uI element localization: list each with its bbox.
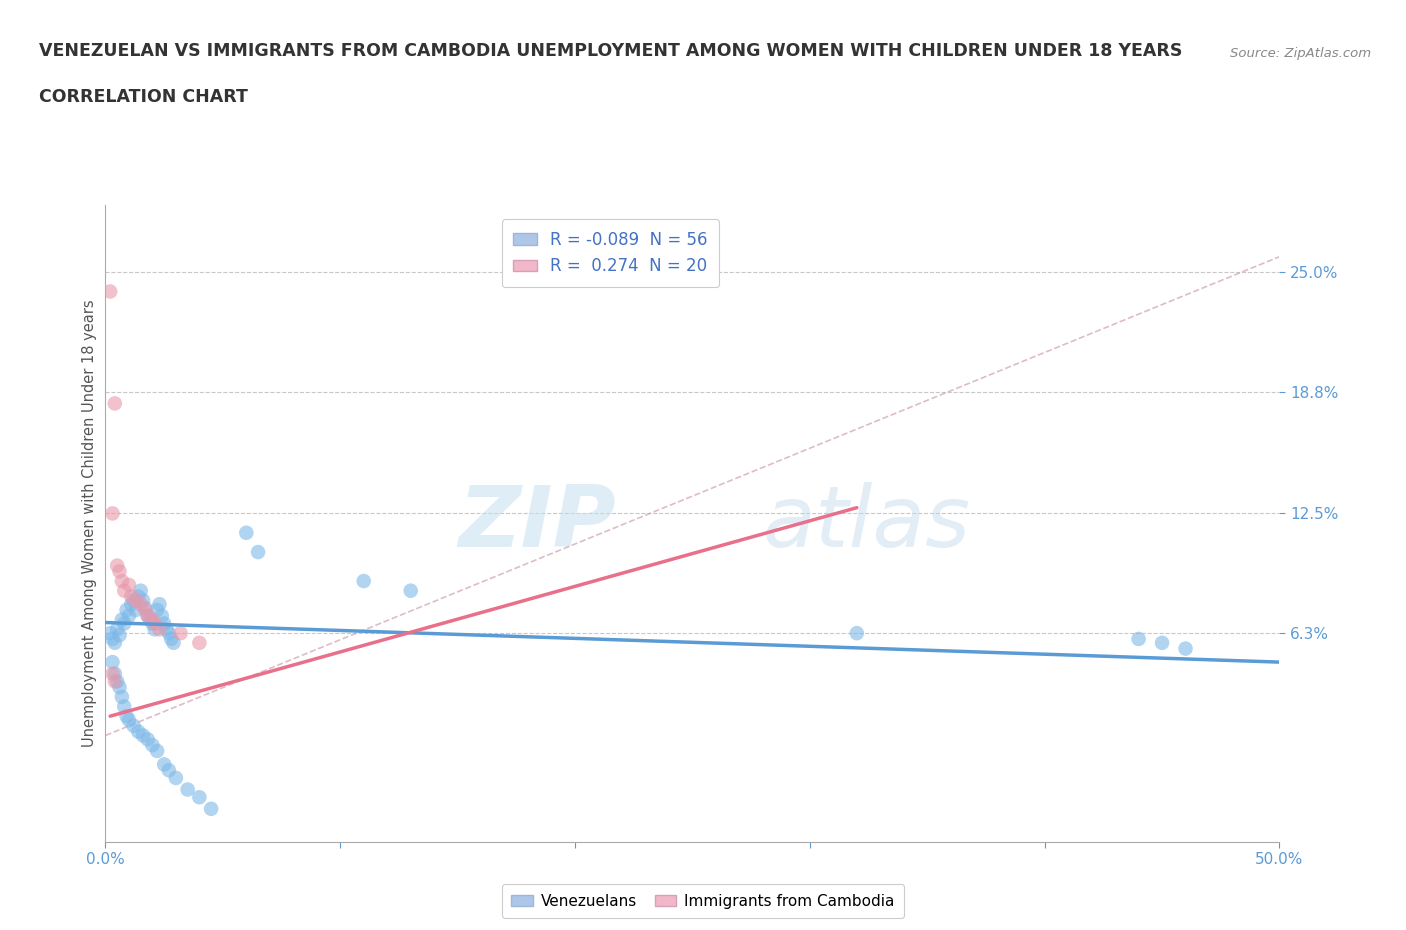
Point (165, 770, 187, 785)
Point (125, 593, 148, 608)
Point (122, 718, 145, 733)
Point (155, 622, 177, 637)
Point (162, 635, 184, 650)
Point (111, 574, 134, 589)
Point (146, 743, 169, 758)
Point (122, 593, 145, 608)
Point (235, 525, 257, 540)
Point (188, 635, 211, 650)
Point (112, 616, 135, 631)
Point (108, 628, 131, 643)
Point (153, 757, 176, 772)
Point (129, 597, 152, 612)
Point (136, 732, 159, 747)
Point (353, 574, 375, 589)
Point (115, 603, 138, 618)
Point (125, 603, 148, 618)
Point (157, 763, 180, 777)
Point (118, 608, 141, 623)
Point (845, 626, 868, 641)
Point (146, 603, 169, 618)
Point (101, 666, 124, 681)
Point (112, 699, 135, 714)
Point (120, 597, 142, 612)
Point (1128, 631, 1150, 646)
Point (101, 631, 124, 646)
Point (148, 622, 170, 637)
Text: ZIP: ZIP (458, 482, 616, 565)
Point (118, 712, 141, 727)
Point (104, 674, 127, 689)
Point (104, 396, 127, 411)
Point (160, 631, 183, 646)
Point (105, 622, 128, 637)
Point (200, 802, 222, 817)
Legend: Venezuelans, Immigrants from Cambodia: Venezuelans, Immigrants from Cambodia (502, 884, 904, 918)
Point (141, 616, 163, 631)
Point (143, 616, 166, 631)
Point (112, 583, 135, 598)
Point (143, 622, 166, 637)
Point (120, 589, 142, 604)
Legend: R = -0.089  N = 56, R =  0.274  N = 20: R = -0.089 N = 56, R = 0.274 N = 20 (502, 219, 718, 287)
Y-axis label: Unemployment Among Women with Children Under 18 years: Unemployment Among Women with Children U… (82, 299, 97, 747)
Point (132, 728, 155, 743)
Text: Source: ZipAtlas.com: Source: ZipAtlas.com (1230, 46, 1371, 60)
Point (118, 578, 141, 592)
Point (111, 612, 134, 627)
Text: VENEZUELAN VS IMMIGRANTS FROM CAMBODIA UNEMPLOYMENT AMONG WOMEN WITH CHILDREN UN: VENEZUELAN VS IMMIGRANTS FROM CAMBODIA U… (39, 42, 1182, 60)
Point (141, 612, 163, 627)
Point (127, 589, 149, 604)
Point (136, 608, 159, 623)
Point (101, 506, 124, 521)
Point (141, 737, 163, 752)
Point (188, 790, 211, 804)
Point (134, 603, 156, 618)
Point (108, 680, 131, 695)
Point (176, 782, 198, 797)
Point (157, 626, 180, 641)
Point (104, 635, 127, 650)
Point (399, 583, 422, 598)
Point (169, 626, 191, 641)
Point (127, 724, 149, 739)
Point (98, 284, 121, 299)
Point (153, 616, 176, 631)
Point (247, 545, 270, 560)
Point (105, 674, 128, 689)
Point (1150, 635, 1173, 650)
Point (134, 601, 156, 616)
Point (132, 593, 155, 608)
Point (150, 608, 173, 623)
Point (136, 608, 159, 623)
Point (104, 666, 127, 681)
Point (105, 558, 128, 573)
Point (108, 564, 131, 578)
Point (115, 709, 138, 724)
Point (139, 612, 162, 627)
Point (111, 689, 134, 704)
Point (1174, 641, 1197, 656)
Point (129, 583, 152, 598)
Text: atlas: atlas (763, 482, 972, 565)
Point (148, 597, 170, 612)
Point (98, 626, 121, 641)
Point (101, 655, 124, 670)
Text: CORRELATION CHART: CORRELATION CHART (39, 88, 249, 106)
